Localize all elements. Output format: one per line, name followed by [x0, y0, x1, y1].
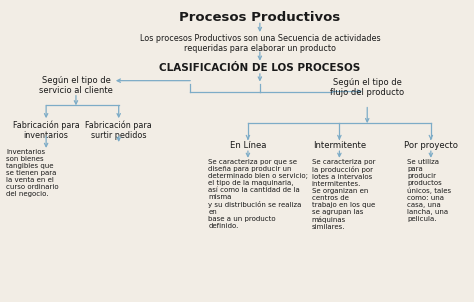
Text: Fabricación para
surtir pedidos: Fabricación para surtir pedidos [85, 120, 152, 140]
Text: Según el tipo de
servicio al cliente: Según el tipo de servicio al cliente [39, 76, 113, 95]
Text: Según el tipo de
flujo del producto: Según el tipo de flujo del producto [330, 78, 404, 97]
Text: Los procesos Productivos son una Secuencia de actividades
requeridas para elabor: Los procesos Productivos son una Secuenc… [139, 34, 380, 53]
Text: Procesos Productivos: Procesos Productivos [179, 11, 340, 24]
Text: Intermitente: Intermitente [313, 141, 366, 150]
Text: Se utiliza
para
producir
productos
únicos, tales
como: una
casa, una
lancha, una: Se utiliza para producir productos único… [407, 159, 451, 222]
Text: Se caracteriza por que se
diseña para producir un
determinado bien o servicio;
e: Se caracteriza por que se diseña para pr… [208, 159, 308, 229]
Text: Se caracteriza por
la producción por
lotes a intervalos
intermitentes.
Se organi: Se caracteriza por la producción por lot… [311, 159, 375, 230]
Text: CLASIFICACIÓN DE LOS PROCESOS: CLASIFICACIÓN DE LOS PROCESOS [159, 63, 361, 73]
Text: Por proyecto: Por proyecto [404, 141, 458, 150]
Text: Fabricación para
inventarios: Fabricación para inventarios [13, 120, 80, 140]
Text: Inventarios
son bienes
tangibles que
se tienen para
la venta en el
curso ordinar: Inventarios son bienes tangibles que se … [6, 149, 59, 197]
Text: En Línea: En Línea [230, 141, 266, 150]
